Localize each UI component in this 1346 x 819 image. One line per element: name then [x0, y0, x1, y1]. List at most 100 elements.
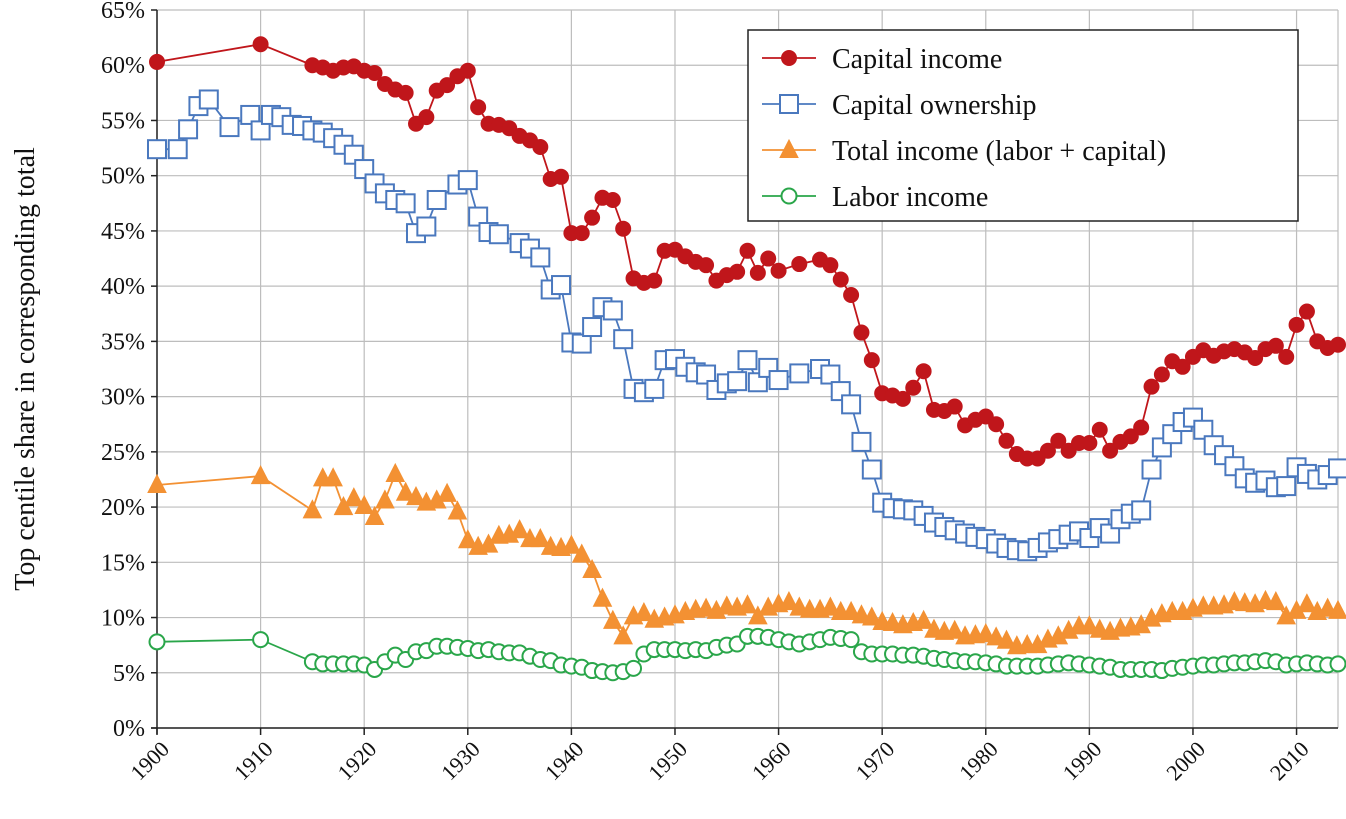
capital-income-point — [739, 242, 756, 259]
capital-income-point — [915, 363, 932, 380]
capital-ownership-point — [1141, 459, 1162, 480]
capital-income-point — [998, 432, 1015, 449]
total-income-point — [530, 528, 551, 548]
y-tick-label: 35% — [101, 329, 145, 355]
legend-item-labor-income: Labor income — [762, 182, 988, 213]
capital-income-point — [1298, 303, 1315, 320]
labor-income-point — [625, 659, 643, 677]
capital-income-point — [1102, 442, 1119, 459]
total-income-point — [613, 625, 634, 645]
capital-income-series — [149, 36, 1346, 467]
capital-income-point — [1091, 421, 1108, 438]
capital-income-point — [894, 390, 911, 407]
total-income-point — [354, 494, 375, 514]
capital-ownership-point — [1131, 500, 1152, 521]
capital-ownership-point — [426, 189, 447, 210]
total-income-point — [975, 623, 996, 643]
capital-income-point — [149, 53, 165, 70]
legend-label: Capital ownership — [832, 90, 1037, 121]
capital-income-point — [905, 379, 922, 396]
total-income-point — [820, 596, 841, 616]
y-axis-tick-labels: 0% 5% 10% 15% 20% 25% 30% 35% 40% 45% 50% 55% 60% 65% — [101, 0, 145, 742]
y-tick-label: 30% — [101, 385, 145, 411]
total-income-point — [447, 500, 468, 520]
legend-item-capital-income: Capital income — [762, 44, 1002, 75]
y-tick-label: 25% — [101, 440, 145, 466]
total-income-series — [147, 462, 1346, 655]
total-income-point — [944, 619, 965, 639]
capital-income-point — [1143, 378, 1160, 395]
capital-income-point — [584, 209, 601, 226]
total-income-point — [250, 465, 271, 485]
capital-income-point — [604, 191, 621, 208]
capital-income-point — [1081, 435, 1098, 452]
total-income-point — [582, 558, 602, 579]
legend-box — [747, 29, 1299, 222]
y-tick-label: 10% — [101, 606, 145, 632]
legend-label: Total income (labor + capital) — [832, 136, 1166, 167]
capital-ownership-point — [468, 206, 489, 227]
total-income-point — [406, 486, 426, 506]
total-income-point — [509, 519, 530, 539]
y-tick-label: 5% — [113, 661, 145, 687]
total-income-point — [385, 462, 406, 482]
legend-item-capital-ownership: Capital ownership — [762, 90, 1037, 121]
capital-ownership-point — [768, 370, 789, 391]
capital-income-point — [832, 271, 849, 288]
total-income-point — [344, 487, 364, 507]
capital-income-point — [1153, 366, 1170, 383]
capital-income-point — [863, 352, 880, 369]
capital-ownership-point — [147, 139, 167, 160]
capital-income-point — [397, 84, 414, 101]
legend-marker — [779, 138, 799, 158]
capital-ownership-point — [457, 170, 478, 191]
capital-income-point — [553, 168, 570, 185]
total-income-point — [364, 505, 385, 526]
capital-income-point — [418, 109, 435, 126]
labor-income-point — [1329, 655, 1346, 673]
y-tick-label: 65% — [101, 0, 145, 24]
capital-income-point — [749, 264, 766, 281]
capital-ownership-point — [198, 89, 219, 110]
capital-income-point — [1050, 432, 1067, 449]
total-income-point — [592, 587, 613, 607]
total-income-point — [375, 489, 395, 509]
total-income-point — [571, 543, 592, 563]
y-tick-label: 50% — [101, 164, 145, 190]
capital-income-point — [1267, 337, 1284, 354]
legend: Capital income Capital ownership Total inc… — [747, 29, 1299, 222]
total-income-point — [779, 590, 799, 611]
total-income-point — [861, 606, 882, 626]
legend-marker — [780, 187, 798, 205]
capital-income-point — [729, 263, 746, 280]
capital-ownership-point — [727, 371, 748, 392]
total-income-point — [323, 467, 343, 487]
capital-ownership-point — [1328, 458, 1346, 479]
capital-ownership-point — [219, 117, 240, 138]
capital-income-point — [1247, 349, 1264, 366]
capital-ownership-point — [551, 275, 572, 296]
y-axis-label: Top centile share in corresponding total — [10, 147, 41, 591]
capital-ownership-point — [851, 431, 872, 452]
capital-income-point — [1288, 316, 1305, 333]
capital-ownership-point — [644, 378, 665, 399]
y-tick-label: 55% — [101, 108, 145, 134]
legend-marker — [781, 50, 797, 66]
capital-ownership-point — [1193, 419, 1214, 440]
total-income-point — [147, 473, 167, 493]
capital-income-point — [843, 286, 860, 303]
capital-income-point — [853, 324, 870, 341]
capital-ownership-point — [820, 364, 841, 385]
capital-ownership-point — [530, 247, 551, 268]
capital-income-point — [1133, 419, 1150, 436]
capital-income-point — [459, 62, 476, 79]
total-income-point — [1079, 615, 1100, 635]
capital-income-point — [470, 99, 487, 116]
capital-income-point — [646, 272, 663, 289]
capital-income-point — [252, 36, 269, 53]
capital-ownership-point — [696, 364, 717, 385]
labor-income-point — [842, 631, 860, 649]
capital-income-point — [615, 220, 632, 237]
total-income-point — [437, 482, 457, 502]
